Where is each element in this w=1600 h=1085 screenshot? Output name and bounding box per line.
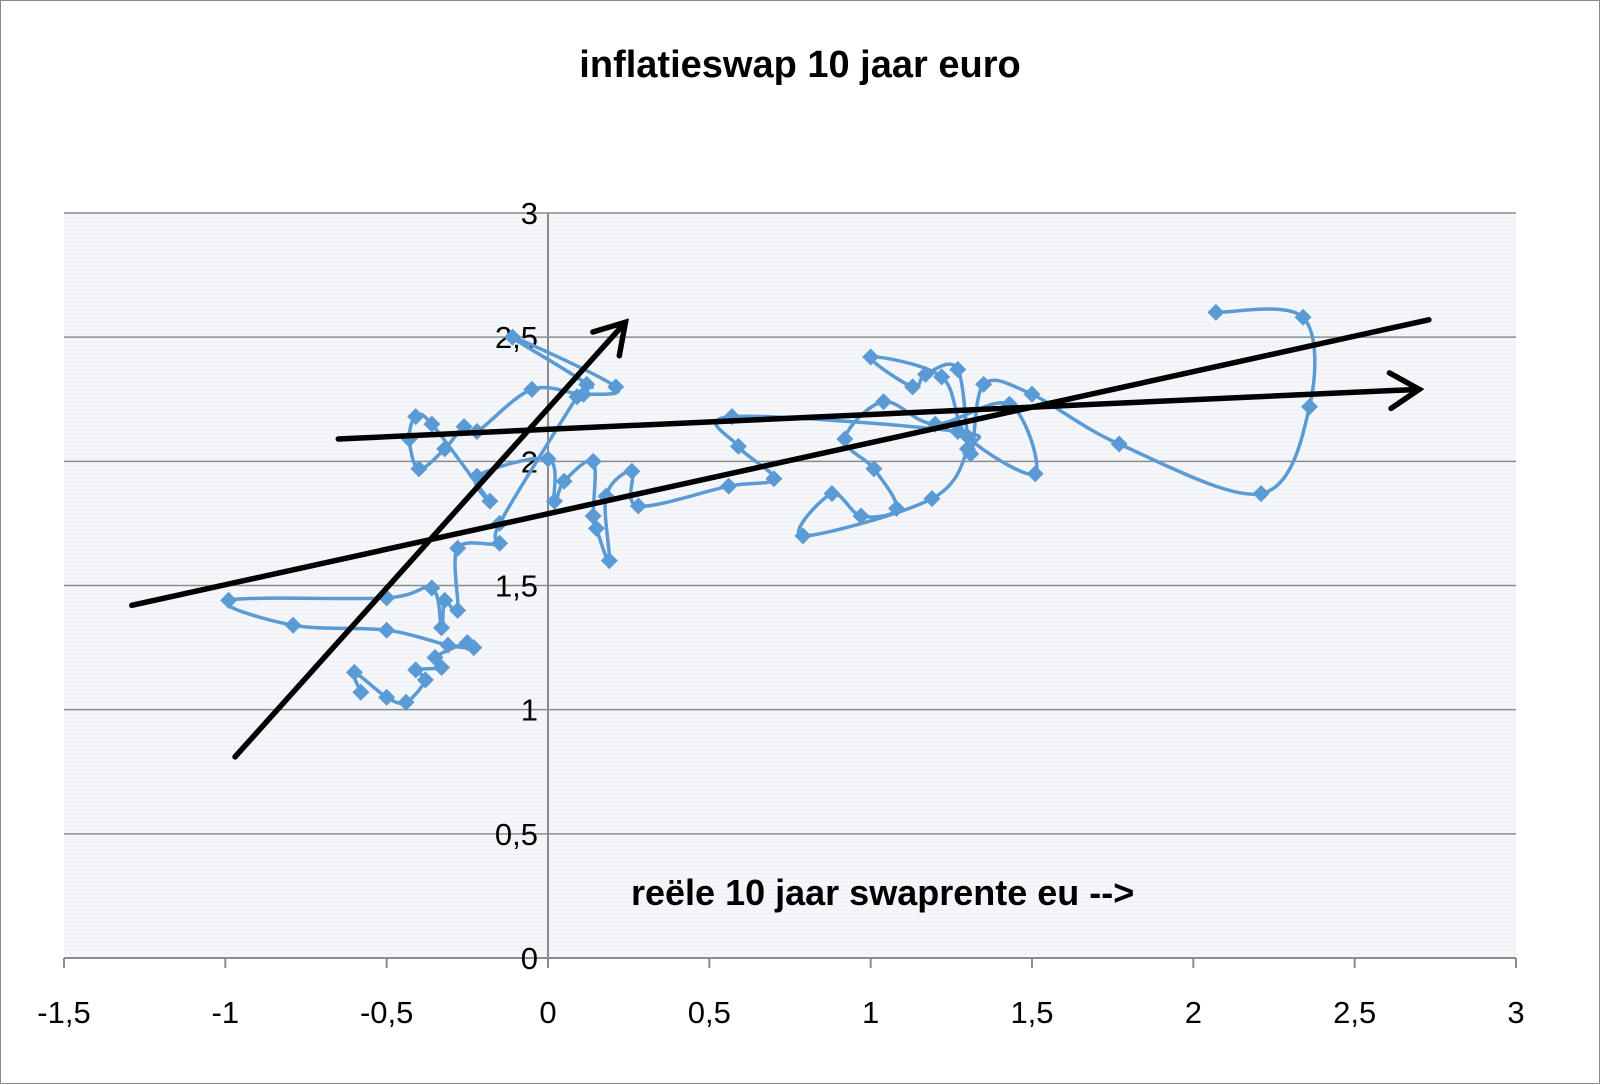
data-point <box>720 477 738 495</box>
data-point <box>578 375 596 393</box>
data-point <box>1026 465 1044 483</box>
flat-trend-arrow-shaft <box>335 386 1422 442</box>
x-tick-label: 3 <box>1507 995 1524 1030</box>
data-point <box>875 393 893 411</box>
data-point <box>949 360 967 378</box>
data-point <box>949 423 967 441</box>
data-point <box>904 378 922 396</box>
data-point <box>345 663 363 681</box>
data-point <box>378 621 396 639</box>
tick-labels: 00,511,522,53-1,5-1-0,500,511,522,53 <box>37 196 1524 1030</box>
data-point <box>794 527 812 545</box>
data-point <box>410 460 428 478</box>
data-point <box>433 658 451 676</box>
x-tick-label: -0,5 <box>360 995 413 1030</box>
y-tick-label: 3 <box>521 196 538 231</box>
data-point <box>1207 303 1225 321</box>
flat-trend-arrow <box>335 370 1425 442</box>
data-point <box>504 328 522 346</box>
data-point <box>862 348 880 366</box>
flat-trend-arrow-head <box>1386 370 1425 412</box>
data-point <box>284 616 302 634</box>
y-tick-label: 2 <box>521 444 538 479</box>
data-point <box>458 634 476 652</box>
data-point <box>852 507 870 525</box>
x-tick-label: 0 <box>539 995 556 1030</box>
data-point <box>1110 435 1128 453</box>
diagonal-trend-line-shaft <box>129 317 1432 609</box>
data-point <box>449 539 467 557</box>
data-point <box>623 462 641 480</box>
data-point <box>407 408 425 426</box>
data-point <box>587 519 605 537</box>
y-tick-label: 0,5 <box>495 817 538 852</box>
x-tick-label: 1,5 <box>1010 995 1053 1030</box>
data-point <box>481 492 499 510</box>
data-point <box>917 365 935 383</box>
data-point <box>568 388 586 406</box>
data-point <box>523 380 541 398</box>
data-point <box>397 693 415 711</box>
x-tick-label: 2 <box>1185 995 1202 1030</box>
data-point <box>407 661 425 679</box>
data-point <box>600 552 618 570</box>
data-point <box>439 636 457 654</box>
data-point <box>491 534 509 552</box>
data-point <box>416 671 434 689</box>
data-point <box>584 507 602 525</box>
data-point <box>607 378 625 396</box>
y-tick-label: 0 <box>521 941 538 976</box>
x-tick-label: -1,5 <box>37 995 90 1030</box>
data-point <box>933 368 951 386</box>
data-point <box>975 375 993 393</box>
x-axis-label: reële 10 jaar swaprente eu --> <box>631 872 1134 913</box>
data-point <box>433 619 451 637</box>
data-point <box>823 485 841 503</box>
data-point <box>765 470 783 488</box>
data-point <box>539 450 557 468</box>
diagonal-trend-line <box>129 317 1432 609</box>
trend-arrows <box>129 317 1432 760</box>
y-tick-label: 1,5 <box>495 569 538 604</box>
y-tick-label: 1 <box>521 693 538 728</box>
data-point <box>423 579 441 597</box>
data-point <box>436 591 454 609</box>
data-point <box>923 490 941 508</box>
data-point <box>378 688 396 706</box>
data-point <box>555 472 573 490</box>
data-point <box>1300 398 1318 416</box>
x-tick-label: -1 <box>212 995 240 1030</box>
data-point <box>1252 485 1270 503</box>
x-tick-label: 1 <box>862 995 879 1030</box>
data-point <box>958 440 976 458</box>
chart-title: inflatieswap 10 jaar euro <box>579 44 1020 86</box>
data-point <box>629 497 647 515</box>
data-point <box>836 430 854 448</box>
data-point <box>449 601 467 619</box>
data-point <box>436 440 454 458</box>
data-point <box>584 452 602 470</box>
axes <box>63 213 1517 968</box>
data-point <box>887 500 905 518</box>
steep-trend-arrow-head <box>590 318 629 359</box>
data-point <box>865 460 883 478</box>
x-tick-label: 2,5 <box>1333 995 1376 1030</box>
data-point <box>220 591 238 609</box>
data-point <box>729 437 747 455</box>
data-point <box>1023 385 1041 403</box>
data-point <box>545 492 563 510</box>
data-point <box>423 415 441 433</box>
data-point <box>1294 308 1312 326</box>
x-tick-label: 0,5 <box>688 995 731 1030</box>
data-point <box>352 683 370 701</box>
